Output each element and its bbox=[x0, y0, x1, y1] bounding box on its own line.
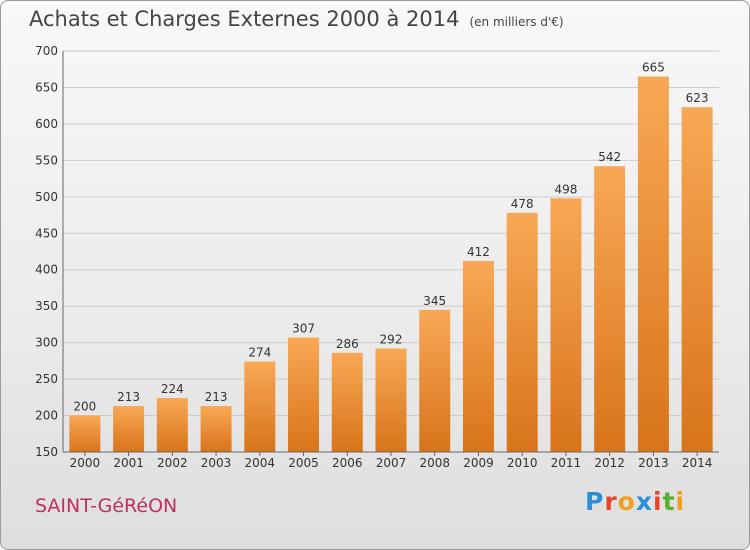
bar-2004 bbox=[244, 361, 276, 452]
y-tick-label-600: 600 bbox=[35, 117, 58, 131]
y-tick-label-400: 400 bbox=[35, 263, 58, 277]
logo-letter: i bbox=[675, 487, 686, 516]
x-tick-label-2009: 2009 bbox=[463, 456, 494, 470]
x-tick-label-2006: 2006 bbox=[332, 456, 363, 470]
y-tick-label-150: 150 bbox=[35, 445, 58, 459]
x-tick-label-2011: 2011 bbox=[551, 456, 582, 470]
value-label-2003: 213 bbox=[205, 390, 228, 404]
city-name: SAINT-GéRéON bbox=[35, 495, 178, 517]
value-label-2012: 542 bbox=[598, 150, 621, 164]
x-tick-label-2001: 2001 bbox=[113, 456, 144, 470]
value-label-2013: 665 bbox=[642, 61, 665, 75]
x-tick-label-2003: 2003 bbox=[201, 456, 232, 470]
value-label-2002: 224 bbox=[161, 382, 184, 396]
value-label-2005: 307 bbox=[292, 322, 315, 336]
y-tick-label-550: 550 bbox=[35, 153, 58, 167]
logo-letter: i bbox=[653, 487, 663, 516]
bar-2008 bbox=[419, 309, 451, 452]
proxiti-logo: Proxiti bbox=[585, 487, 685, 516]
y-tick-label-500: 500 bbox=[35, 190, 58, 204]
bar-2006 bbox=[331, 352, 363, 452]
x-tick-label-2014: 2014 bbox=[682, 456, 713, 470]
value-label-2008: 345 bbox=[423, 294, 446, 308]
bar-2009 bbox=[462, 260, 494, 452]
x-tick-label-2010: 2010 bbox=[507, 456, 538, 470]
bar-2014 bbox=[681, 107, 713, 452]
bar-2012 bbox=[594, 166, 626, 453]
logo-letter: t bbox=[662, 487, 676, 516]
y-tick-label-200: 200 bbox=[35, 409, 58, 423]
bar-2000 bbox=[69, 415, 101, 452]
value-label-2011: 498 bbox=[554, 182, 577, 196]
bar-2013 bbox=[637, 76, 669, 452]
y-tick-label-700: 700 bbox=[35, 44, 58, 58]
value-label-2004: 274 bbox=[248, 346, 271, 360]
value-label-2010: 478 bbox=[511, 197, 534, 211]
bar-2003 bbox=[200, 406, 232, 452]
x-tick-label-2013: 2013 bbox=[638, 456, 669, 470]
x-tick-label-2007: 2007 bbox=[376, 456, 407, 470]
x-tick-label-2008: 2008 bbox=[419, 456, 450, 470]
x-tick-label-2002: 2002 bbox=[157, 456, 188, 470]
axes: 150 200 250 300 350 400 450 500 550 600 650 700 2000… bbox=[35, 44, 719, 470]
y-tick-label-300: 300 bbox=[35, 336, 58, 350]
value-label-2006: 286 bbox=[336, 337, 359, 351]
value-label-2009: 412 bbox=[467, 245, 490, 259]
y-tick-label-350: 350 bbox=[35, 299, 58, 313]
bar-2010 bbox=[506, 212, 538, 452]
bar-2002 bbox=[156, 398, 188, 452]
x-tick-label-2004: 2004 bbox=[245, 456, 276, 470]
logo-letter: P bbox=[585, 487, 605, 516]
logo-letter: o bbox=[617, 487, 636, 516]
chart-subtitle: (en milliers d'€) bbox=[469, 15, 564, 29]
logo-letter: r bbox=[604, 487, 618, 516]
y-tick-label-250: 250 bbox=[35, 372, 58, 386]
bar-2001 bbox=[113, 406, 145, 452]
value-label-2007: 292 bbox=[380, 332, 403, 346]
y-tick-label-650: 650 bbox=[35, 80, 58, 94]
logo-letter: x bbox=[635, 487, 653, 516]
bar-2011 bbox=[550, 198, 582, 452]
value-label-2000: 200 bbox=[73, 400, 96, 414]
x-tick-label-2005: 2005 bbox=[288, 456, 319, 470]
value-label-2014: 623 bbox=[686, 91, 709, 105]
bar-2007 bbox=[375, 348, 407, 452]
x-tick-label-2000: 2000 bbox=[70, 456, 101, 470]
value-label-2001: 213 bbox=[117, 390, 140, 404]
chart-title-text: Achats et Charges Externes 2000 à 2014 bbox=[29, 7, 460, 31]
chart-title: Achats et Charges Externes 2000 à 2014 (e… bbox=[29, 7, 564, 31]
x-tick-label-2012: 2012 bbox=[594, 456, 625, 470]
y-tick-label-450: 450 bbox=[35, 226, 58, 240]
bars: 200 213 224 213 274 307 286 292 345 412 478 498 542 6… bbox=[69, 61, 713, 453]
bar-2005 bbox=[288, 337, 320, 452]
